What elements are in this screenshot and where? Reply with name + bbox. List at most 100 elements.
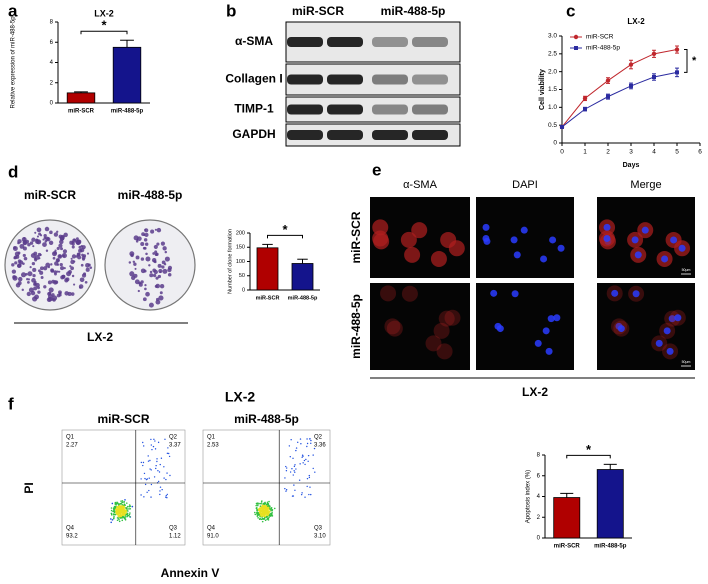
colony <box>59 239 64 245</box>
event <box>114 513 117 516</box>
colony <box>145 291 150 297</box>
event <box>260 511 263 513</box>
y-axis-label: Number of clone formation <box>227 229 233 294</box>
colony <box>67 291 72 297</box>
colony <box>44 239 48 243</box>
event <box>285 490 287 492</box>
cell-stain <box>372 230 389 247</box>
event <box>123 514 126 516</box>
colony <box>43 285 47 289</box>
event <box>304 496 306 498</box>
colony <box>33 286 38 291</box>
event <box>166 452 169 455</box>
event <box>115 502 118 505</box>
colony <box>20 272 27 278</box>
colony <box>70 259 75 265</box>
event <box>269 515 272 517</box>
event <box>307 460 309 462</box>
colony <box>133 273 138 278</box>
nucleus <box>511 290 519 298</box>
event <box>146 491 148 493</box>
x-tick-label: 5 <box>675 149 679 156</box>
colony <box>137 289 140 293</box>
plot-frame <box>61 429 186 546</box>
y-axis-label: Apoptosis index (%) <box>526 470 532 523</box>
colony <box>29 266 32 269</box>
colony <box>164 256 170 262</box>
plot-frame <box>202 429 331 546</box>
y-tick-label: 0 <box>553 140 557 147</box>
event <box>261 508 263 510</box>
event <box>154 448 157 450</box>
point <box>605 78 611 83</box>
event <box>308 474 311 477</box>
event <box>269 505 271 507</box>
event <box>302 462 304 464</box>
event <box>263 506 265 508</box>
x-tick-label: 4 <box>652 149 656 156</box>
event <box>259 508 261 511</box>
event <box>289 456 291 458</box>
event <box>300 493 303 496</box>
colony <box>149 273 154 278</box>
colony <box>71 241 74 244</box>
colony <box>14 261 18 265</box>
colony <box>26 291 31 297</box>
y-tick-label: 0 <box>537 536 541 542</box>
event <box>159 490 161 492</box>
scale-bar-label: 50μm <box>682 360 691 364</box>
colony <box>60 247 64 251</box>
event <box>257 503 260 505</box>
blot-band <box>287 37 323 47</box>
event <box>259 505 262 507</box>
event <box>157 480 160 483</box>
colony <box>47 266 50 269</box>
event <box>151 448 153 451</box>
colony <box>50 268 55 273</box>
event <box>126 515 129 518</box>
colony <box>153 259 157 263</box>
quadrant-value: 3.37 <box>169 443 181 449</box>
colony <box>22 246 27 251</box>
event <box>118 518 120 521</box>
event <box>113 509 115 511</box>
colony <box>22 253 26 258</box>
point <box>674 47 680 52</box>
point <box>675 70 679 75</box>
colony <box>129 271 135 277</box>
event <box>156 458 158 460</box>
event <box>264 501 266 504</box>
event <box>305 458 307 461</box>
event <box>254 513 257 516</box>
event <box>298 479 301 481</box>
blot-band <box>327 130 363 140</box>
event <box>307 454 310 457</box>
blot-row-label: Collagen I <box>225 72 282 86</box>
event <box>261 518 264 520</box>
event <box>129 505 132 508</box>
colony <box>134 267 137 270</box>
event <box>159 463 161 466</box>
event <box>294 471 296 473</box>
event <box>289 471 292 473</box>
colony <box>73 238 76 242</box>
event <box>146 478 149 480</box>
nucleus <box>641 226 649 234</box>
colony <box>76 252 81 257</box>
plot-title: miR-SCR <box>97 412 149 426</box>
scale-bar-label: 50μm <box>682 268 691 272</box>
event <box>168 455 171 458</box>
colony <box>144 284 147 287</box>
event <box>126 508 128 510</box>
event <box>255 502 258 505</box>
event <box>118 520 121 523</box>
event <box>116 506 119 509</box>
micrograph <box>476 283 574 370</box>
event <box>304 463 306 466</box>
x-tick-label: 3 <box>629 149 633 156</box>
panel-label: a <box>8 1 18 20</box>
blot-band <box>412 130 448 140</box>
colony <box>143 269 147 273</box>
event <box>163 466 165 468</box>
event <box>159 493 161 496</box>
